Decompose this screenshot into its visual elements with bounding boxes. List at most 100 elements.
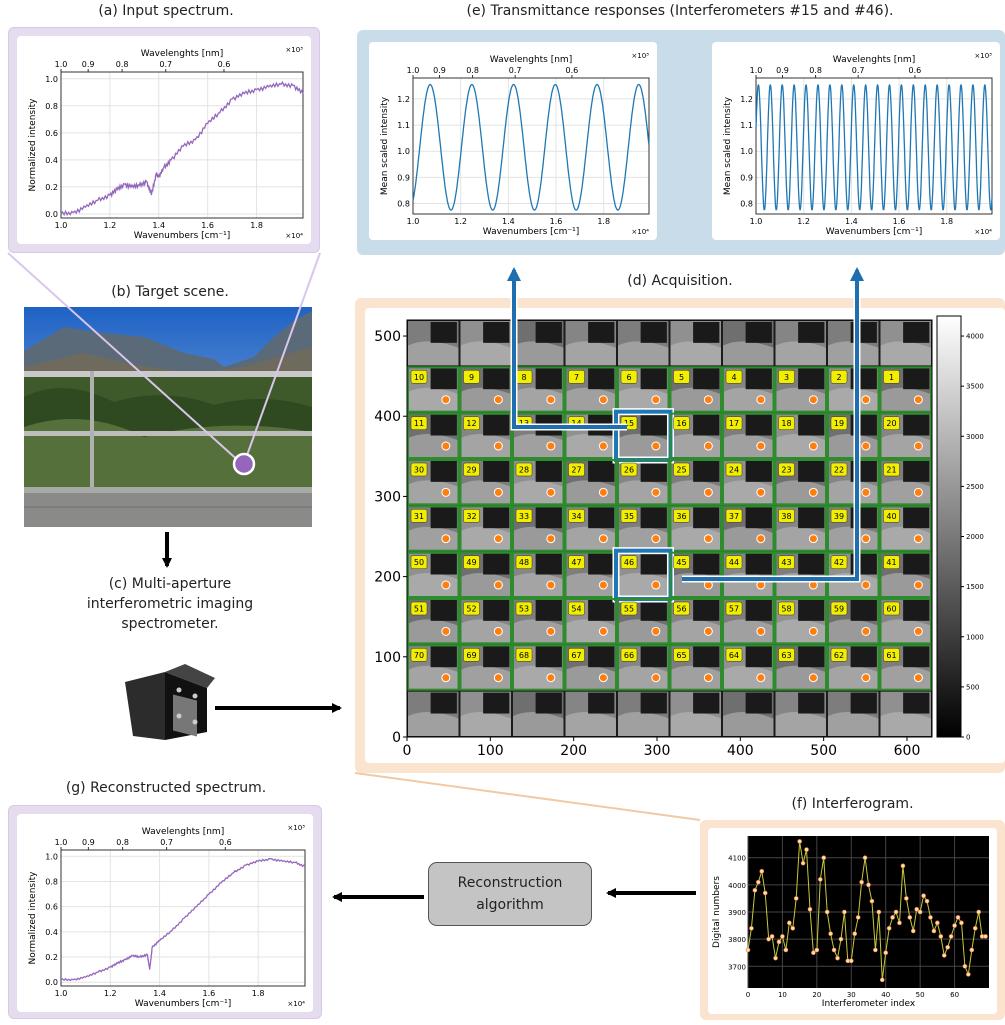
interferogram-point <box>835 955 840 961</box>
target-spot <box>756 626 766 636</box>
y-tick-label: 1.2 <box>397 95 410 104</box>
tile-dark-region <box>693 322 720 343</box>
tile-texture <box>723 712 774 736</box>
tile-dark-region <box>483 507 510 529</box>
aperture-label-box <box>620 648 638 662</box>
interferogram-point <box>821 855 827 861</box>
x-tick-label: 1.8 <box>250 221 263 230</box>
aperture-label: 24 <box>729 466 739 475</box>
transmittance-card-46: 1.0 1.2 1.4 1.6 1.8 ×10⁴ Wavenumbers [cm⁻¹] 1.0… <box>712 42 1000 240</box>
aperture-label: 48 <box>519 558 529 567</box>
tile-texture <box>618 573 669 597</box>
tile-texture <box>880 665 931 690</box>
aperture-label-box <box>463 648 480 662</box>
colorbar-tick-label: 1000 <box>966 633 984 641</box>
x-tick-label: 20 <box>812 991 821 999</box>
aperture-label: 25 <box>676 466 686 475</box>
tile-dark-region <box>430 553 457 575</box>
aperture-label: 57 <box>729 605 739 614</box>
tile-dark-region <box>483 600 510 621</box>
target-spot <box>493 673 503 683</box>
tile-dark-region <box>693 414 720 436</box>
y-axis-label: Mean scaled intensity <box>723 96 733 195</box>
tile-texture <box>513 434 564 458</box>
interferogram-point <box>962 963 968 969</box>
tile-dark-region <box>850 600 877 621</box>
input-spectrum-card: 1.0 1.2 1.4 1.6 1.8 ×10⁴ Wavenumbers [cm⁻¹] 1.0… <box>17 36 311 244</box>
aperture-label: 31 <box>414 512 424 521</box>
target-spot <box>703 626 713 636</box>
x-tick-label: 1.4 <box>845 217 858 226</box>
aperture-frame <box>879 644 932 691</box>
aperture-label: 26 <box>624 466 634 475</box>
aperture-frame <box>827 598 880 645</box>
aperture-label: 12 <box>466 419 476 428</box>
aperture-label-box <box>463 462 480 477</box>
tile-dark-region <box>535 368 562 390</box>
target-spot <box>703 487 713 497</box>
target-spot <box>546 673 556 683</box>
y-tick-label: 0.9 <box>397 173 410 182</box>
y-tick-label: 200 <box>374 570 401 586</box>
tile-texture <box>723 619 774 644</box>
plot-frame <box>60 849 306 987</box>
target-spot <box>703 441 713 451</box>
target-spot <box>703 673 713 683</box>
tile-texture <box>513 619 564 644</box>
target-spot <box>861 580 871 590</box>
interferogram-point <box>966 972 971 977</box>
reconstructed-spectrum-card: 1.0 1.2 1.4 1.6 1.8 ×10⁴ Wavenumbers [cm⁻¹] 1.0… <box>17 814 313 1012</box>
x-axis-label: Wavenumbers [cm⁻¹] <box>483 227 579 237</box>
interferogram-chart: 0 10 20 30 40 50 60 3700 3800 3900 4000 4100 Interfe… <box>712 836 989 1009</box>
tile-texture <box>618 341 669 366</box>
aperture-label-box <box>568 509 585 523</box>
target-scene-image <box>24 307 312 527</box>
aperture-frame <box>512 459 565 506</box>
aperture-frame <box>459 412 512 459</box>
interferogram-point <box>828 931 833 937</box>
tile-dark-region <box>430 600 457 621</box>
top-tick-label: 0.7 <box>852 66 865 75</box>
target-spot <box>546 626 556 636</box>
tile-dark-region <box>640 692 667 714</box>
tile-texture <box>408 434 459 458</box>
x-multiplier: ×10⁴ <box>287 1000 305 1008</box>
tile-dark-region <box>903 507 930 529</box>
aperture-frame <box>617 598 670 645</box>
aperture-label: 56 <box>676 605 686 614</box>
tile-texture <box>880 712 931 736</box>
aperture-label: 13 <box>519 419 529 428</box>
tile-dark-region <box>483 461 510 482</box>
y-axis-label: Normalized intensity <box>28 98 38 192</box>
y-tick-label: 1.1 <box>740 121 753 130</box>
interferogram-point <box>855 915 861 920</box>
aperture-label: 15 <box>624 419 634 428</box>
interferogram-point <box>842 909 847 915</box>
interferogram-point <box>780 934 785 939</box>
target-spot <box>756 441 766 451</box>
interferogram-point <box>904 896 909 901</box>
interferogram-point <box>776 939 782 945</box>
y-tick-label: 0 <box>392 730 401 746</box>
tile-texture <box>880 480 931 505</box>
x-tick-label: 1.4 <box>502 217 515 226</box>
tile-dark-region <box>430 322 457 343</box>
tile-texture <box>618 665 669 690</box>
interferogram-point <box>948 934 954 939</box>
x-tick-label: 1.0 <box>55 221 68 230</box>
tile-dark-region <box>430 646 457 668</box>
target-spot <box>861 626 871 636</box>
tile-texture <box>565 480 616 505</box>
tile-dark-region <box>483 692 510 714</box>
aperture-frame <box>407 644 460 691</box>
interferogram-point <box>752 887 758 893</box>
zoom-line-orange <box>354 772 701 821</box>
tile-dark-region <box>430 461 457 482</box>
y-axis-label: Normalized intensity <box>28 871 38 965</box>
target-spot <box>808 441 818 451</box>
aperture-label: 29 <box>466 466 476 475</box>
top-tick-label: 0.7 <box>160 838 173 847</box>
target-spot <box>861 673 871 683</box>
tile-texture <box>460 619 511 644</box>
y-tick-label: 1.0 <box>740 147 753 156</box>
